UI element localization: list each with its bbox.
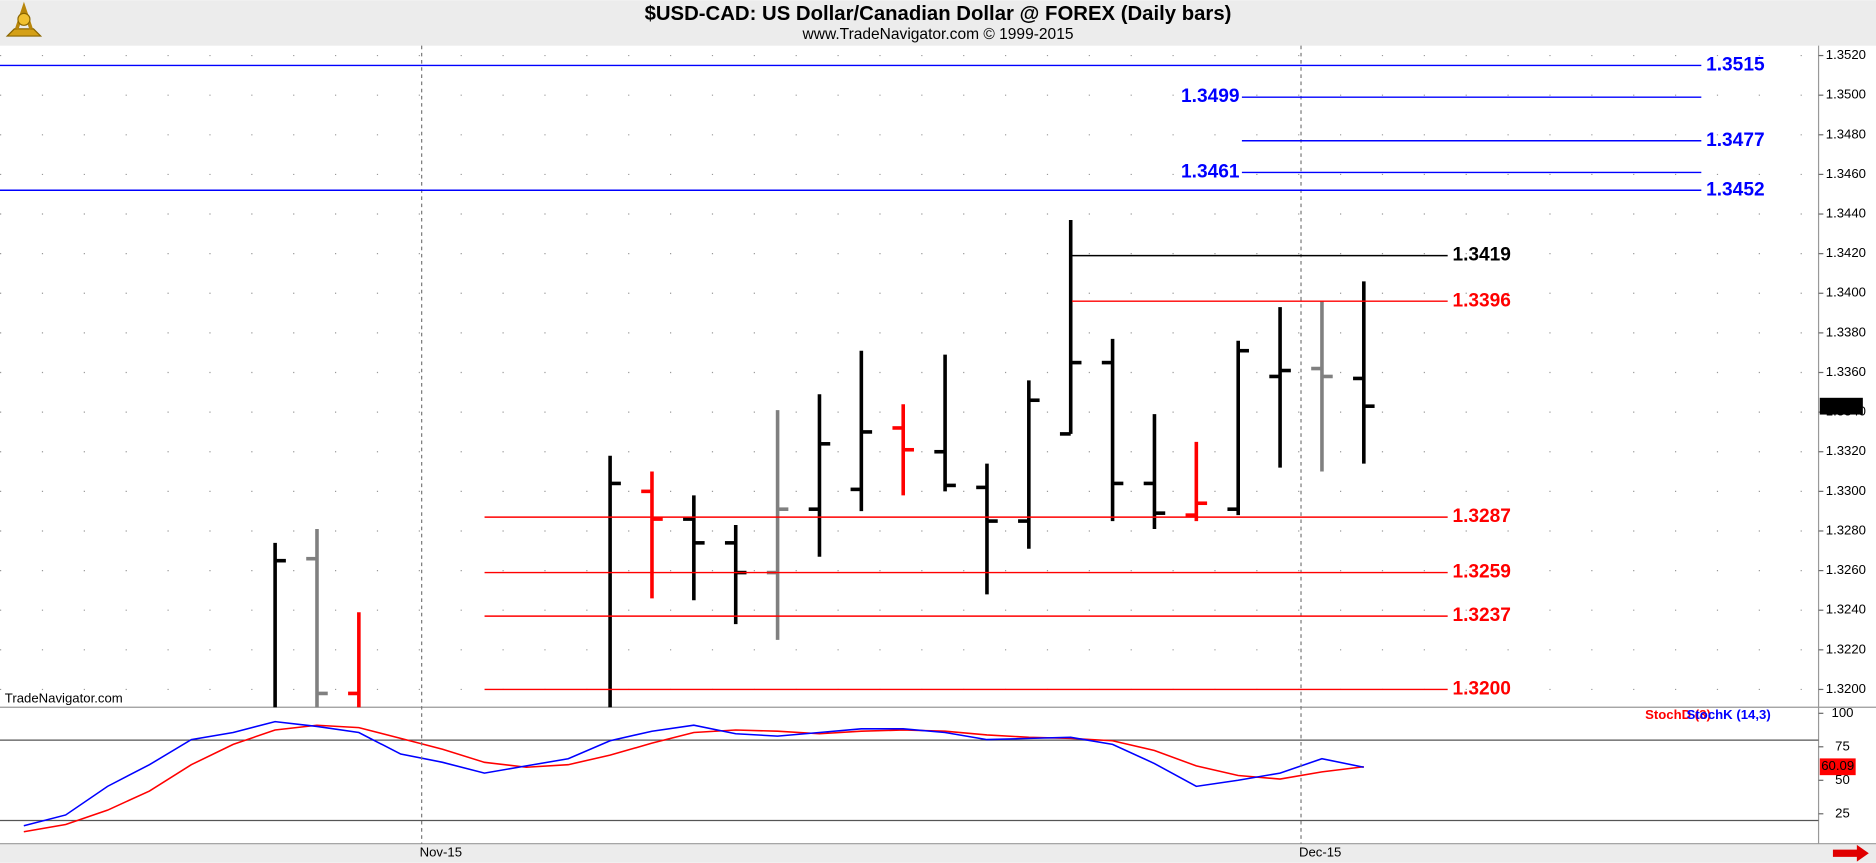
level-label: 1.3287 — [1452, 506, 1511, 527]
watermark: TradeNavigator.com — [5, 690, 123, 705]
y-tick-label: 50 — [1835, 772, 1850, 787]
level-label: 1.3499 — [1181, 86, 1240, 107]
y-tick-label: 1.3280 — [1826, 522, 1866, 537]
last-price-box — [1819, 397, 1863, 415]
level-label: 1.3237 — [1452, 605, 1511, 626]
y-tick-label: 100 — [1832, 705, 1854, 720]
y-tick-label: 1.3440 — [1826, 205, 1866, 220]
y-tick-label: 1.3520 — [1826, 47, 1866, 62]
y-tick-label: 1.3220 — [1826, 641, 1866, 656]
level-label: 1.3259 — [1452, 562, 1511, 583]
y-tick-label: 1.3420 — [1826, 245, 1866, 260]
stoch-line — [23, 724, 1364, 833]
y-tick-label: 1.3300 — [1826, 483, 1866, 498]
chart-subtitle: www.TradeNavigator.com © 1999-2015 — [802, 26, 1074, 43]
y-tick-label: 75 — [1835, 738, 1850, 753]
level-label: 1.3419 — [1452, 245, 1511, 266]
level-label: 1.3396 — [1452, 290, 1511, 311]
header-band — [0, 0, 1876, 46]
footer-band — [0, 843, 1876, 863]
y-tick-label: 1.3360 — [1826, 364, 1866, 379]
y-tick-label: 1.3460 — [1826, 166, 1866, 181]
legend-entry: StochK (14,3) — [1687, 707, 1771, 722]
level-label: 1.3452 — [1706, 179, 1765, 200]
logo — [5, 1, 43, 37]
level-label: 1.3515 — [1706, 55, 1765, 76]
x-tick-label: Dec-15 — [1299, 845, 1341, 860]
last-value-box — [1819, 758, 1856, 776]
scroll-arrow[interactable] — [1832, 844, 1869, 862]
legend-entry: StochD (3) — [1645, 707, 1711, 722]
y-tick-label: 1.3260 — [1826, 562, 1866, 577]
stoch-line — [23, 720, 1364, 827]
y-tick-label: 1.3380 — [1826, 324, 1866, 339]
last-value-label: 60.09 — [1821, 758, 1854, 773]
level-label: 1.3477 — [1706, 130, 1765, 151]
y-tick-label: 25 — [1835, 805, 1850, 820]
chart-title: $USD-CAD: US Dollar/Canadian Dollar @ FO… — [645, 3, 1232, 25]
y-tick-label: 1.3480 — [1826, 126, 1866, 141]
stoch-pane — [0, 720, 1819, 833]
y-tick-label: 1.3320 — [1826, 443, 1866, 458]
y-tick-label: 1.3400 — [1826, 285, 1866, 300]
x-tick-label: Nov-15 — [420, 845, 462, 860]
last-price-label: 1.3343 — [1821, 398, 1861, 413]
y-tick-label: 1.3240 — [1826, 602, 1866, 617]
price-pane — [0, 54, 1819, 708]
level-label: 1.3461 — [1181, 161, 1240, 182]
y-tick-label: 1.3500 — [1826, 87, 1866, 102]
level-label: 1.3200 — [1452, 679, 1511, 700]
y-tick-label: 1.3200 — [1826, 681, 1866, 696]
